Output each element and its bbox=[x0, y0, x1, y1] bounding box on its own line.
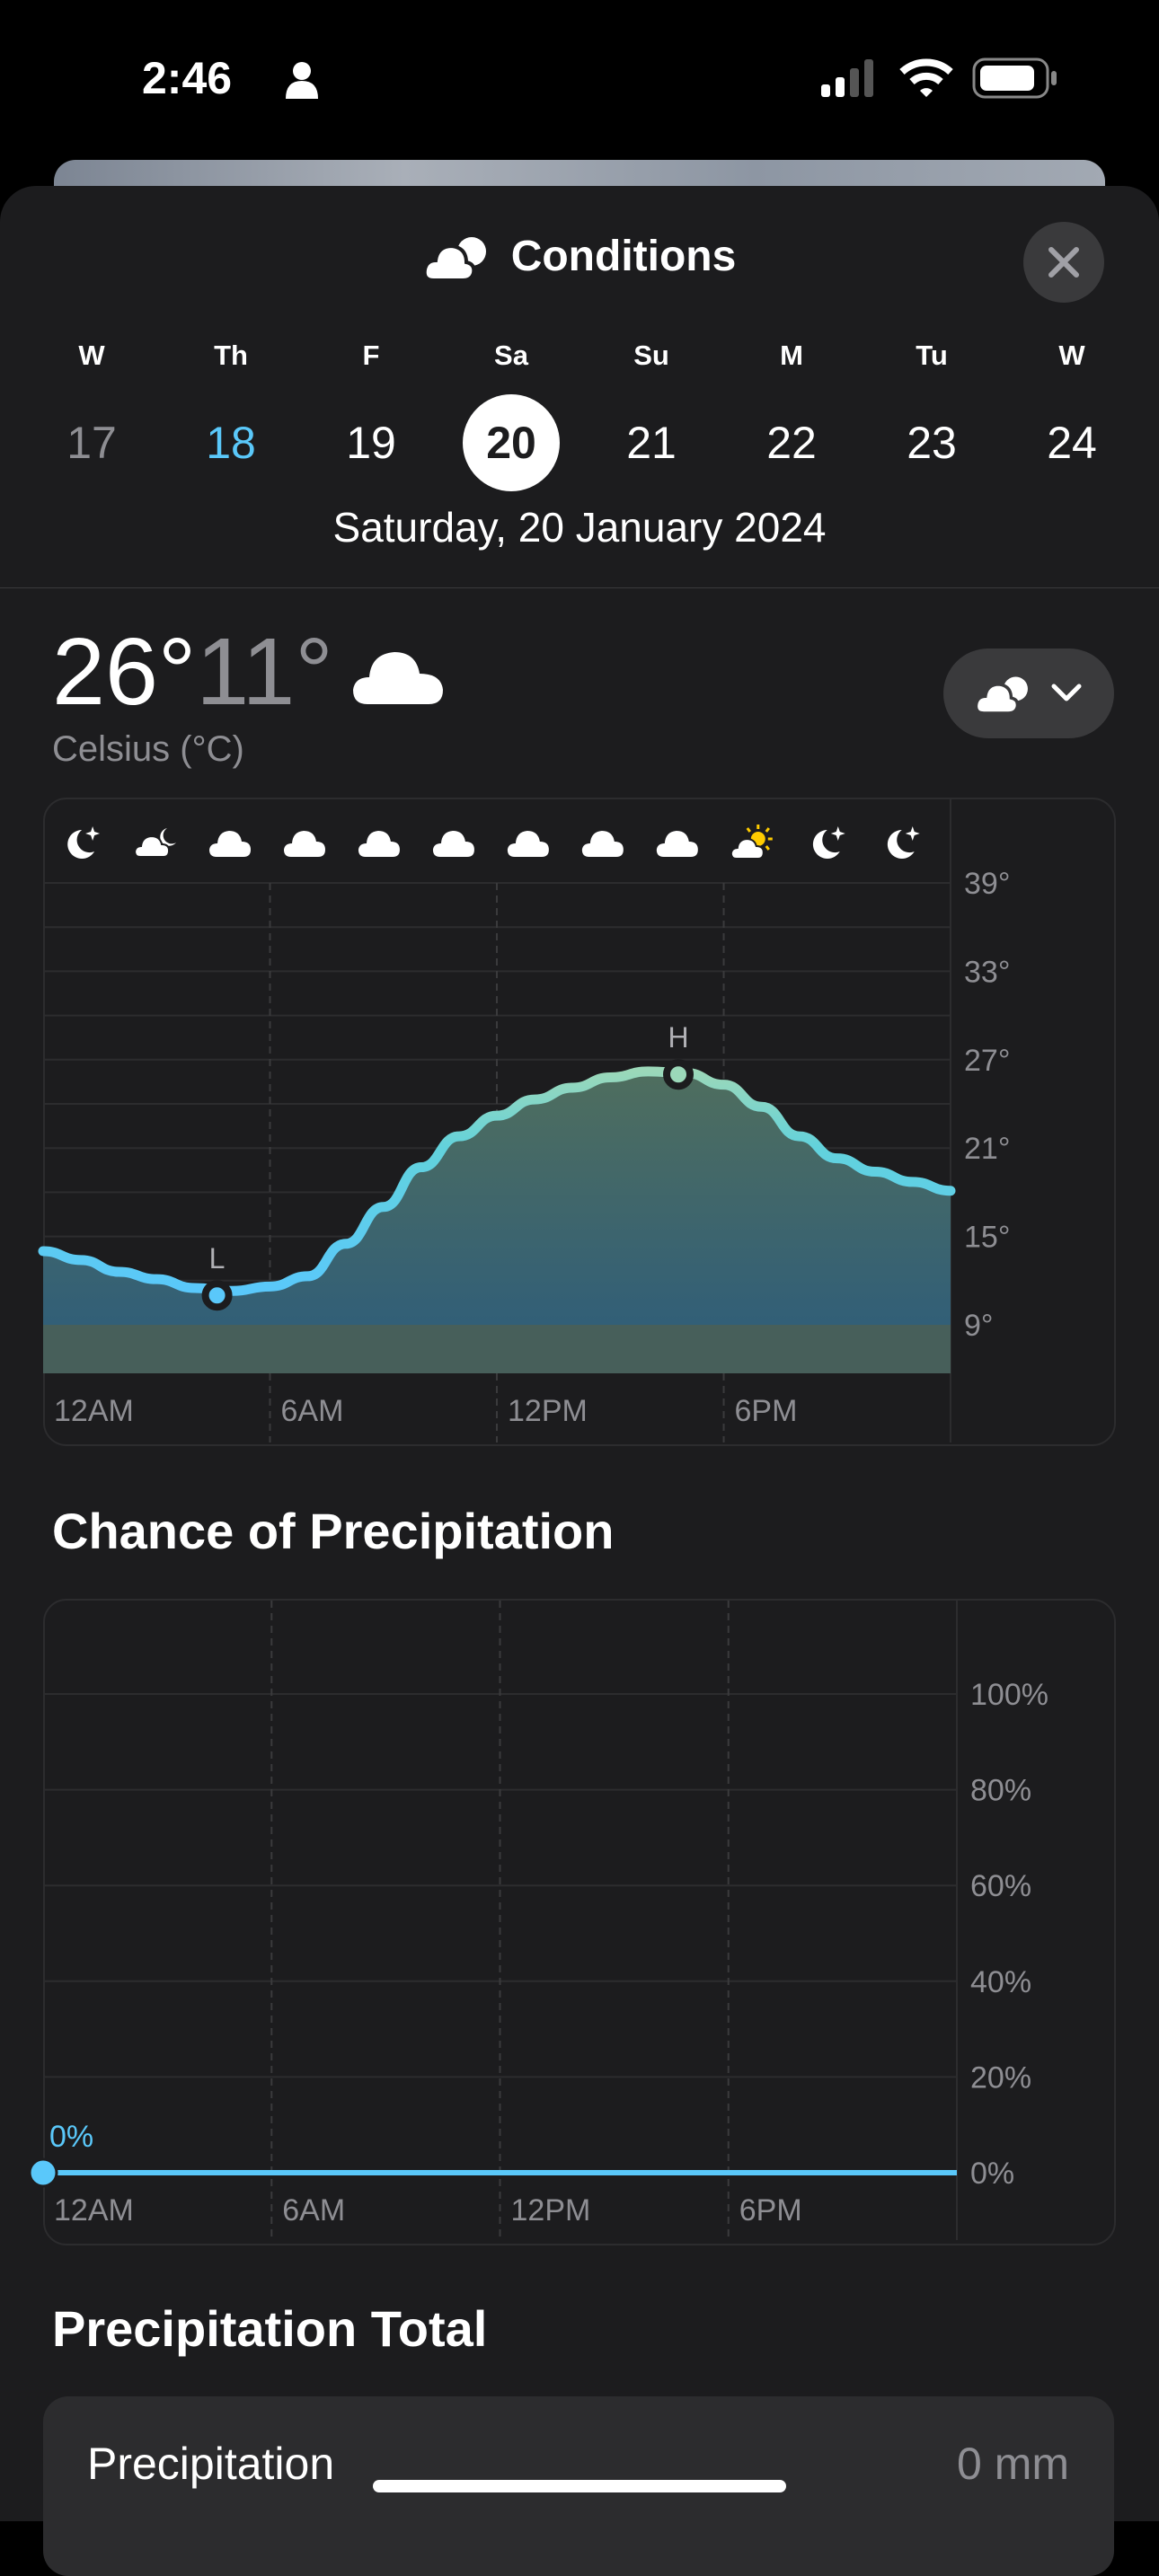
day-number: 19 bbox=[346, 418, 396, 468]
x-tick-label: 6PM bbox=[735, 1394, 798, 1428]
close-button[interactable] bbox=[1023, 222, 1104, 303]
cloud-icon bbox=[975, 676, 1028, 715]
moon-stars-icon bbox=[887, 826, 920, 859]
day-22-button[interactable]: 22 bbox=[743, 394, 840, 491]
day-letter: Sa bbox=[494, 340, 528, 371]
day-letter: Tu bbox=[916, 340, 948, 371]
day-letter: M bbox=[780, 340, 803, 371]
y-tick-label: 40% bbox=[970, 1965, 1031, 1999]
day-21-button[interactable]: 21 bbox=[603, 394, 700, 491]
low-label: L bbox=[209, 1242, 226, 1275]
chevron-down-icon bbox=[1051, 684, 1082, 701]
x-tick-label: 12AM bbox=[54, 2193, 134, 2228]
day-number: 17 bbox=[66, 418, 117, 468]
y-tick-label: 33° bbox=[964, 955, 1010, 989]
day-letter: W bbox=[78, 340, 105, 371]
low-temp: 11° bbox=[196, 619, 333, 725]
moon-stars-icon bbox=[812, 826, 845, 859]
precipitation-total-title: Precipitation Total bbox=[52, 2300, 488, 2357]
x-tick-label: 6AM bbox=[282, 2193, 345, 2228]
x-tick-label: 6PM bbox=[739, 2193, 802, 2228]
close-icon bbox=[1048, 247, 1079, 278]
day-24-button[interactable]: 24 bbox=[1023, 394, 1120, 491]
temperature-line bbox=[38, 1066, 956, 1296]
day-letter: F bbox=[362, 340, 380, 371]
day-23-button[interactable]: 23 bbox=[883, 394, 980, 491]
day-number: 23 bbox=[907, 418, 957, 468]
low-range-band bbox=[43, 1325, 951, 1373]
day-number: 21 bbox=[626, 418, 677, 468]
cloud-icon bbox=[358, 831, 400, 857]
sheet-title-text: Conditions bbox=[510, 233, 737, 280]
y-tick-label: 20% bbox=[970, 2060, 1031, 2095]
sheet-title: Conditions bbox=[0, 232, 1159, 281]
precipitation-chance-title: Chance of Precipitation bbox=[52, 1503, 615, 1559]
cloud-moon-icon bbox=[134, 828, 177, 858]
day-letter: W bbox=[1058, 340, 1085, 371]
x-tick-label: 12AM bbox=[54, 1394, 134, 1428]
divider bbox=[0, 587, 1159, 588]
status-time: 2:46 bbox=[142, 53, 233, 103]
cloud-sun-icon bbox=[730, 825, 773, 860]
day-19-button[interactable]: 19 bbox=[323, 394, 420, 491]
cellular-signal-icon bbox=[821, 59, 873, 97]
high-temp: 26° bbox=[52, 619, 197, 725]
day-number: 18 bbox=[206, 418, 256, 468]
cloud-icon bbox=[581, 831, 624, 857]
current-marker bbox=[28, 2157, 58, 2188]
y-tick-label: 27° bbox=[964, 1044, 1010, 1078]
day-20-button[interactable]: 20 bbox=[463, 394, 560, 491]
cloud-icon bbox=[283, 831, 325, 857]
temperature-area bbox=[43, 1071, 951, 1373]
y-tick-label: 80% bbox=[970, 1774, 1031, 1808]
battery-icon bbox=[972, 57, 1057, 99]
high-label: H bbox=[668, 1021, 688, 1054]
day-number: 20 bbox=[486, 418, 536, 468]
precipitation-chart-box bbox=[43, 1599, 1116, 2245]
high-marker bbox=[663, 1059, 694, 1090]
y-tick-label: 15° bbox=[964, 1221, 1010, 1255]
day-18-button[interactable]: 18 bbox=[182, 394, 279, 491]
day-number: 22 bbox=[766, 418, 817, 468]
moon-stars-icon bbox=[67, 826, 101, 859]
temperature-chart-box bbox=[43, 798, 1116, 1446]
cloud-icon bbox=[352, 651, 443, 704]
y-tick-label: 9° bbox=[964, 1309, 994, 1343]
current-value-label: 0% bbox=[49, 2120, 93, 2154]
temperature-chart: L H 39° 33° 27° 21° 15° 9° 12AM 6AM 12PM 6PM bbox=[38, 799, 1010, 1442]
wifi-icon bbox=[899, 58, 953, 97]
precipitation-value: 0 mm bbox=[957, 2439, 1069, 2489]
day-letter: Th bbox=[214, 340, 248, 371]
x-tick-label: 12PM bbox=[511, 2193, 591, 2228]
precipitation-chart: 0% 100% 80% 60% 40% 20% 0% 12AM 6AM 12PM 6PM bbox=[28, 1601, 1048, 2240]
y-tick-label: 0% bbox=[970, 2157, 1014, 2191]
cloud-icon bbox=[209, 831, 252, 857]
day-number: 24 bbox=[1047, 418, 1097, 468]
cloud-icon bbox=[432, 831, 474, 857]
cloud-icon bbox=[422, 236, 486, 280]
y-tick-label: 21° bbox=[964, 1132, 1010, 1166]
person-icon bbox=[286, 62, 318, 99]
y-tick-label: 39° bbox=[964, 867, 1010, 901]
precipitation-label: Precipitation bbox=[87, 2439, 335, 2489]
day-17-button[interactable]: 17 bbox=[43, 394, 140, 491]
home-indicator[interactable] bbox=[373, 2480, 786, 2492]
temperature-summary: 26° 11° bbox=[52, 618, 443, 727]
y-tick-label: 100% bbox=[970, 1678, 1048, 1712]
low-marker bbox=[201, 1280, 233, 1311]
chart-type-dropdown[interactable] bbox=[943, 648, 1114, 738]
unit-label: Celsius (°C) bbox=[52, 729, 244, 769]
cloud-icon bbox=[656, 831, 698, 857]
x-tick-label: 12PM bbox=[508, 1394, 588, 1428]
day-letter: Su bbox=[633, 340, 669, 371]
y-tick-label: 60% bbox=[970, 1869, 1031, 1903]
x-tick-label: 6AM bbox=[281, 1394, 344, 1428]
selected-date: Saturday, 20 January 2024 bbox=[332, 504, 827, 551]
cloud-icon bbox=[507, 831, 549, 857]
